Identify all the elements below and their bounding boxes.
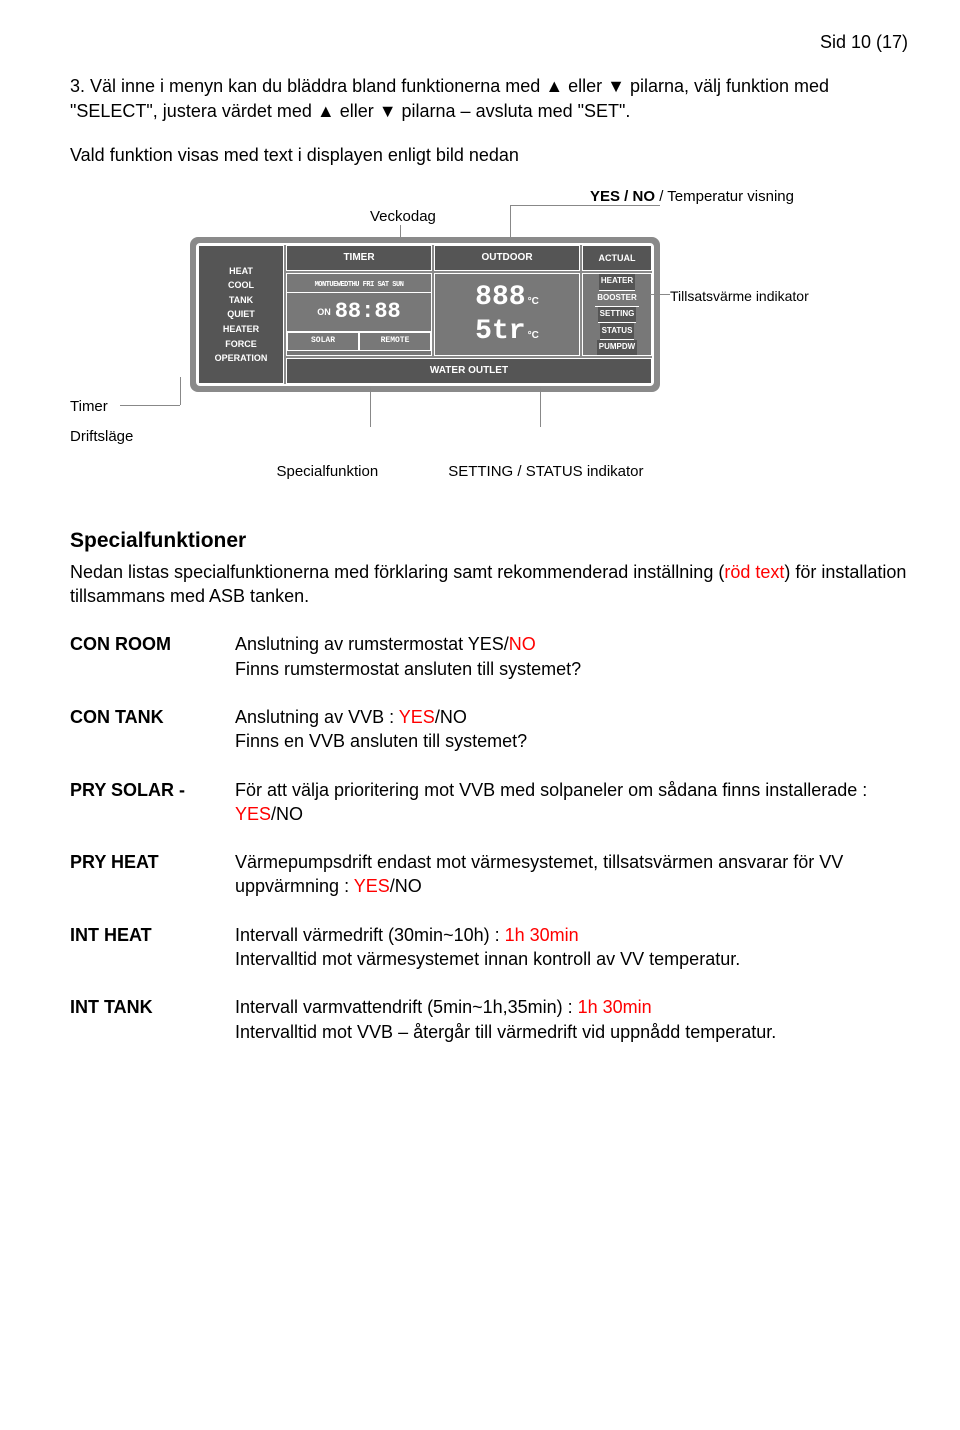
lcd-actual: ACTUAL (582, 245, 652, 271)
lcd-water-outlet: WATER OUTLET (286, 358, 652, 384)
intro-subline: Vald funktion visas med text i displayen… (70, 143, 908, 167)
func-row: INT HEATIntervall värmedrift (30min~10h)… (70, 923, 908, 972)
lcd-modes: HEATCOOLTANKQUIETHEATERFORCEOPERATION (198, 245, 284, 384)
specialfunktioner-intro: Nedan listas specialfunktionerna med för… (70, 560, 908, 609)
annot-tillsats: Tillsatsvärme indikator (670, 287, 809, 306)
func-key: CON TANK (70, 705, 235, 729)
func-row: INT TANKIntervall varmvattendrift (5min~… (70, 995, 908, 1044)
lcd-right-body: HEATER BOOSTER SETTING STATUS PUMPDW (582, 273, 652, 356)
page-number: Sid 10 (17) (70, 30, 908, 54)
func-row: PRY SOLAR -För att välja prioritering mo… (70, 778, 908, 827)
func-desc: Anslutning av rumstermostat YES/NOFinns … (235, 632, 908, 681)
func-desc: Intervall varmvattendrift (5min~1h,35min… (235, 995, 908, 1044)
lcd-mode-heater: HEATER (221, 322, 261, 337)
annot-specialfunktion: Specialfunktion (276, 462, 378, 482)
annot-setting-status: SETTING / STATUS indikator (448, 462, 643, 482)
func-desc: Anslutning av VVB : YES/NOFinns en VVB a… (235, 705, 908, 754)
func-desc: Värmepumpsdrift endast mot värmesystemet… (235, 850, 908, 899)
lcd-mode-operation: OPERATION (213, 351, 270, 366)
func-row: CON TANKAnslutning av VVB : YES/NOFinns … (70, 705, 908, 754)
func-key: PRY SOLAR - (70, 778, 235, 802)
lcd-panel: HEATCOOLTANKQUIETHEATERFORCEOPERATION TI… (190, 237, 660, 392)
func-key: PRY HEAT (70, 850, 235, 874)
annot-veckodag: Veckodag (370, 207, 436, 227)
lcd-mode-force: FORCE (223, 337, 259, 352)
func-key: INT HEAT (70, 923, 235, 947)
func-key: INT TANK (70, 995, 235, 1019)
annot-driftslage: Driftsläge (70, 427, 133, 447)
specialfunktioner-heading: Specialfunktioner (70, 527, 908, 555)
lcd-outdoor-header: OUTDOOR (434, 245, 580, 271)
func-row: PRY HEATVärmepumpsdrift endast mot värme… (70, 850, 908, 899)
display-diagram: YES / NO / Temperatur visning Driftsläge… (70, 187, 850, 482)
lcd-mode-quiet: QUIET (225, 307, 257, 322)
annot-timer: Timer (70, 397, 850, 417)
func-desc: Intervall värmedrift (30min~10h) : 1h 30… (235, 923, 908, 972)
lcd-outdoor-body: 888°C 5tr°C (434, 273, 580, 356)
lcd-timer-header: TIMER (286, 245, 432, 271)
lcd-mode-cool: COOL (226, 278, 256, 293)
func-desc: För att välja prioritering mot VVB med s… (235, 778, 908, 827)
func-row: CON ROOMAnslutning av rumstermostat YES/… (70, 632, 908, 681)
lcd-timer-body: MONTUEWEDTHU FRI SAT SUN ON 88:88 SOLAR … (286, 273, 432, 356)
lcd-mode-tank: TANK (227, 293, 255, 308)
lcd-mode-heat: HEAT (227, 264, 255, 279)
intro-step3: 3. Väl inne i menyn kan du bläddra bland… (70, 74, 908, 123)
func-key: CON ROOM (70, 632, 235, 656)
